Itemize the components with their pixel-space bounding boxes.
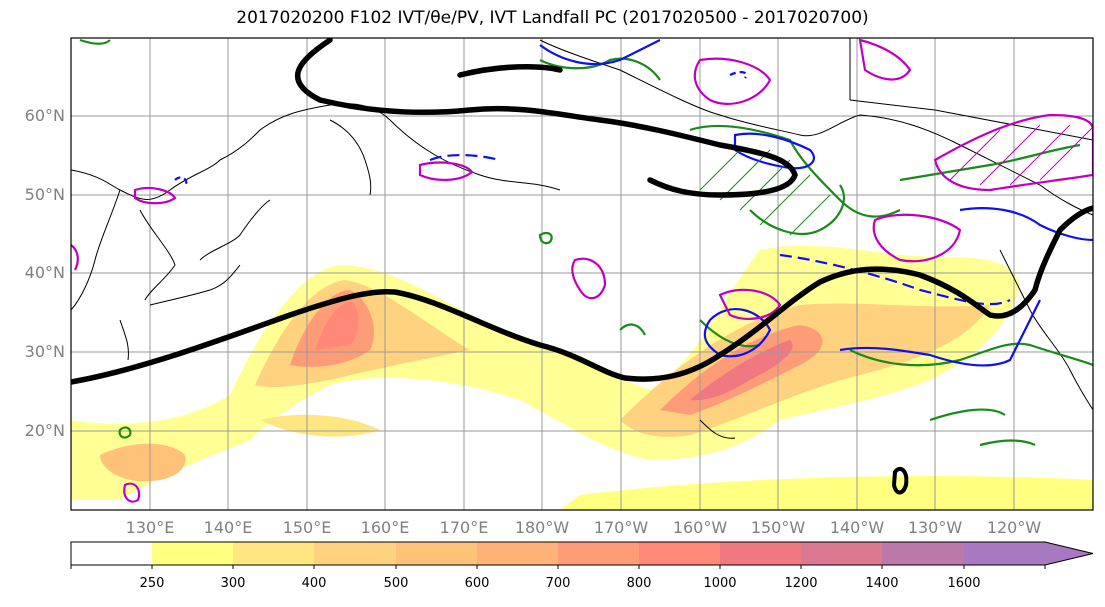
magenta-contours [71,38,1093,503]
colorbar-label: 600 [464,576,490,591]
lon-label-150w: 150°W [750,518,806,537]
colorbar-swatch [233,542,314,565]
colorbar-swatch [720,542,801,565]
map-title: 2017020200 F102 IVT/θe/PV, IVT Landfall … [236,8,869,28]
hatched-regions [699,149,831,236]
map-border [70,37,1094,511]
colorbar-label: 700 [545,576,571,591]
blue-contours [174,39,1093,367]
graticule [71,38,1093,510]
green-contours [79,38,1093,447]
colorbar-label: 250 [139,576,165,591]
colorbar-label: 300 [220,576,246,591]
colorbar-label: 1200 [784,576,818,591]
lat-label-20n: 20°N [24,421,65,440]
lon-label-120w: 120°W [986,518,1042,537]
lon-label-180w: 180°W [514,518,570,537]
colorbar-label: 800 [626,576,652,591]
lon-label-170e: 170°E [439,518,489,537]
colorbar-swatch [882,542,964,565]
colorbar-swatch [152,542,233,565]
lon-label-130e: 130°E [125,518,175,537]
lon-label-160e: 160°E [360,518,410,537]
lat-label-30n: 30°N [24,342,65,361]
colorbar-label: 400 [301,576,327,591]
colorbar-label: 1000 [703,576,737,591]
coastlines [71,38,1093,439]
lon-label-140e: 140°E [203,518,253,537]
colorbar-swatch [314,542,396,565]
colorbar-swatch [964,542,1093,565]
jet-lines [71,38,1093,495]
colorbar-label: 500 [383,576,409,591]
lon-label-160w: 160°W [672,518,728,537]
lon-label-170w: 170°W [593,518,649,537]
lon-label-150e: 150°E [282,518,332,537]
colorbar-label: 1400 [865,576,899,591]
lon-label-130w: 130°W [907,518,963,537]
lat-label-50n: 50°N [24,185,65,204]
hatched-magenta [949,124,1093,186]
lon-label-140w: 140°W [829,518,885,537]
colorbar-label: 1600 [947,576,981,591]
lat-label-60n: 60°N [24,106,65,125]
lat-label-40n: 40°N [24,263,65,282]
colorbar-swatch [801,542,882,565]
colorbar-swatch [639,542,720,565]
colorbar-swatch [558,542,639,565]
colorbar-swatch [396,542,477,565]
colorbar-swatch [477,542,558,565]
colorbar [70,541,1094,569]
